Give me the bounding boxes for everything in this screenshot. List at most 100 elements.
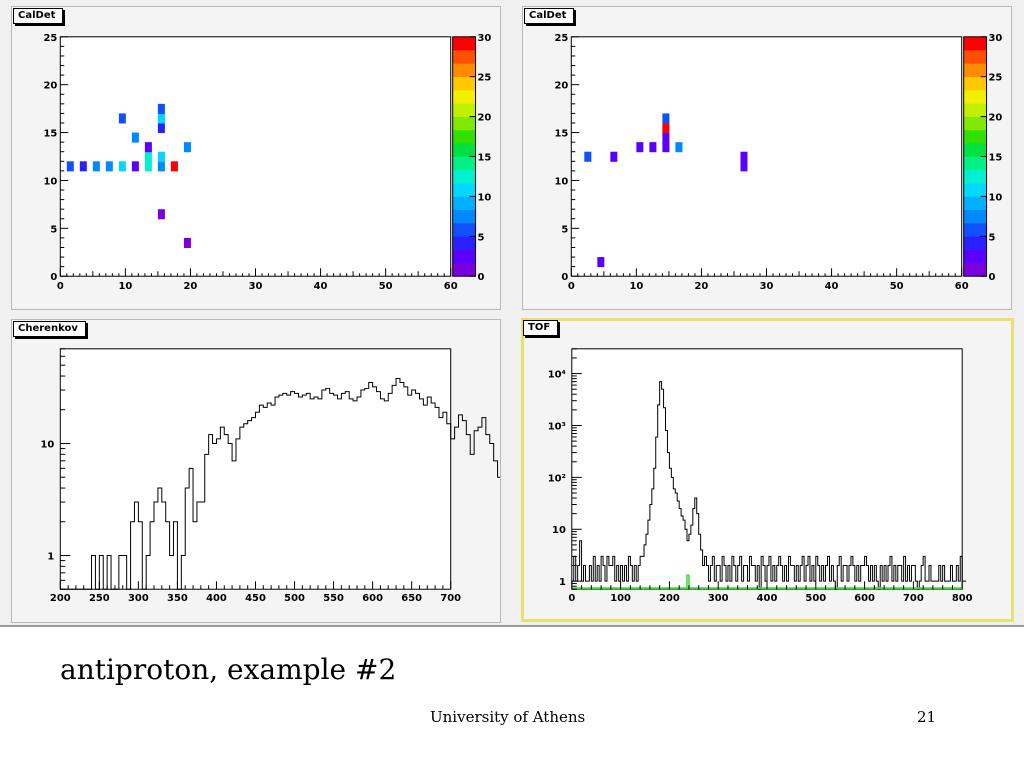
palette-swatch bbox=[452, 129, 476, 144]
pad-tof[interactable]: 0 100 200 300 400 500 600 700 800 1 10 10² 10³ 10⁴ TO… bbox=[521, 318, 1014, 622]
heatmap-cell bbox=[144, 161, 152, 172]
y-tick-label: 10 bbox=[555, 176, 569, 187]
palette-tick-label: 25 bbox=[989, 73, 1003, 84]
palette-swatch bbox=[963, 90, 987, 104]
heatmap-cell bbox=[183, 142, 191, 153]
heatmap-cell bbox=[66, 161, 74, 172]
palette-swatch bbox=[963, 143, 987, 157]
heatmap-cell bbox=[144, 151, 152, 162]
caldet-right-plot[interactable]: 0 10 20 30 40 50 60 0 5 10 15 20 25 0 5 10 15 20 25 30 bbox=[523, 7, 1011, 309]
x-tick-label: 50 bbox=[379, 281, 393, 292]
x-tick-label: 20 bbox=[184, 281, 198, 292]
x-tick-label: 200 bbox=[50, 593, 71, 604]
heatmap-cell bbox=[675, 142, 683, 153]
palette-swatch bbox=[452, 103, 476, 117]
caldet-left-plot[interactable]: 0 10 20 30 40 50 60 0 5 10 15 20 25 0 5 10 15 20 25 30 bbox=[12, 7, 500, 309]
x-tick-label: 40 bbox=[825, 281, 839, 292]
y-tick-label: 10² bbox=[548, 473, 566, 484]
palette-swatch bbox=[963, 236, 987, 250]
y-tick-label: 1 bbox=[559, 577, 566, 588]
footer-page-number: 21 bbox=[917, 708, 937, 726]
x-tick-label: 10 bbox=[629, 281, 643, 292]
x-tick-label: 450 bbox=[245, 593, 266, 604]
pad-title: CalDet bbox=[13, 8, 64, 24]
slide-caption: antiproton, example #2 bbox=[60, 653, 397, 686]
palette-swatch bbox=[452, 169, 476, 184]
palette-swatch bbox=[963, 249, 987, 264]
palette-swatch bbox=[963, 169, 987, 184]
heatmap-cell bbox=[105, 161, 113, 172]
palette-swatch bbox=[963, 36, 987, 51]
x-tick-label: 500 bbox=[805, 593, 826, 604]
heatmap-cell bbox=[157, 161, 165, 172]
palette-tick-label: 5 bbox=[989, 232, 996, 243]
heatmap-cell bbox=[170, 161, 178, 172]
x-tick-label: 60 bbox=[444, 281, 458, 292]
x-tick-label: 600 bbox=[362, 593, 383, 604]
palette-swatch bbox=[452, 76, 476, 91]
palette-tick-label: 20 bbox=[478, 113, 492, 124]
palette-swatch bbox=[963, 103, 987, 117]
heatmap-cell bbox=[144, 142, 152, 153]
palette-swatch bbox=[963, 63, 987, 78]
x-tick-label: 0 bbox=[568, 281, 575, 292]
plot-frame bbox=[59, 36, 452, 277]
x-tick-label: 600 bbox=[854, 593, 875, 604]
x-tick-label: 20 bbox=[695, 281, 709, 292]
y-tick-label: 25 bbox=[555, 33, 569, 44]
x-tick-label: 550 bbox=[323, 593, 344, 604]
palette-swatch bbox=[963, 50, 987, 64]
palette-tick-label: 0 bbox=[478, 272, 485, 283]
palette-swatch bbox=[452, 90, 476, 104]
palette-swatch bbox=[452, 223, 476, 237]
palette-swatch bbox=[452, 63, 476, 78]
x-tick-label: 250 bbox=[89, 593, 110, 604]
palette-tick-label: 5 bbox=[478, 232, 485, 243]
palette-swatch bbox=[963, 116, 987, 131]
root-canvas: 0 10 20 30 40 50 60 0 5 10 15 20 25 0 5 10 15 20 25 30 CalD… bbox=[0, 0, 1024, 627]
palette-swatch bbox=[452, 156, 476, 171]
palette-swatch bbox=[963, 156, 987, 171]
overlay-spike bbox=[686, 574, 690, 589]
pad-caldet-right[interactable]: 0 10 20 30 40 50 60 0 5 10 15 20 25 0 5 10 15 20 25 30 CalD… bbox=[522, 6, 1012, 310]
heatmap-cell bbox=[118, 161, 126, 172]
heatmap-cell bbox=[118, 113, 126, 124]
pad-title: CalDet bbox=[524, 8, 575, 24]
x-tick-label: 400 bbox=[206, 593, 227, 604]
x-tick-label: 100 bbox=[610, 593, 631, 604]
palette-swatch bbox=[963, 209, 987, 224]
heatmap-cell bbox=[584, 151, 592, 162]
pad-cherenkov[interactable]: 200 250 300 350 400 450 500 550 600 650 700 1 10 Che… bbox=[11, 319, 501, 623]
y-tick-label: 10 bbox=[41, 439, 55, 450]
palette-tick-label: 20 bbox=[989, 113, 1003, 124]
heatmap-cell bbox=[92, 161, 100, 172]
pad-caldet-left[interactable]: 0 10 20 30 40 50 60 0 5 10 15 20 25 0 5 10 15 20 25 30 CalD… bbox=[11, 6, 501, 310]
y-tick-label: 10⁴ bbox=[548, 370, 566, 381]
heatmap-cell bbox=[131, 132, 139, 143]
palette-swatch bbox=[963, 196, 987, 211]
palette-swatch bbox=[452, 183, 476, 197]
tof-plot[interactable]: 0 100 200 300 400 500 600 700 800 1 10 10² 10³ 10⁴ bbox=[524, 321, 1011, 619]
heatmap-cell bbox=[157, 122, 165, 134]
palette-tick-label: 10 bbox=[989, 192, 1003, 203]
heatmap-cell bbox=[610, 151, 618, 162]
x-tick-label: 50 bbox=[890, 281, 904, 292]
x-tick-label: 500 bbox=[284, 593, 305, 604]
palette-swatch bbox=[452, 236, 476, 250]
y-tick-label: 5 bbox=[561, 224, 568, 235]
palette-swatch bbox=[452, 262, 476, 277]
palette-tick-label: 30 bbox=[989, 33, 1003, 44]
y-tick-label: 20 bbox=[44, 81, 58, 92]
heatmap-cell bbox=[157, 151, 165, 162]
heatmap-cell bbox=[662, 142, 670, 153]
y-tick-label: 0 bbox=[561, 272, 568, 283]
palette-tick-label: 10 bbox=[478, 192, 492, 203]
y-tick-label: 10³ bbox=[548, 421, 566, 432]
footer-institution: University of Athens bbox=[430, 708, 586, 726]
x-tick-label: 60 bbox=[955, 281, 969, 292]
cherenkov-plot[interactable]: 200 250 300 350 400 450 500 550 600 650 700 1 10 bbox=[12, 320, 500, 622]
palette-tick-label: 0 bbox=[989, 272, 996, 283]
palette-swatch bbox=[452, 116, 476, 131]
heatmap-cell bbox=[662, 122, 670, 134]
plot-frame bbox=[570, 36, 963, 277]
